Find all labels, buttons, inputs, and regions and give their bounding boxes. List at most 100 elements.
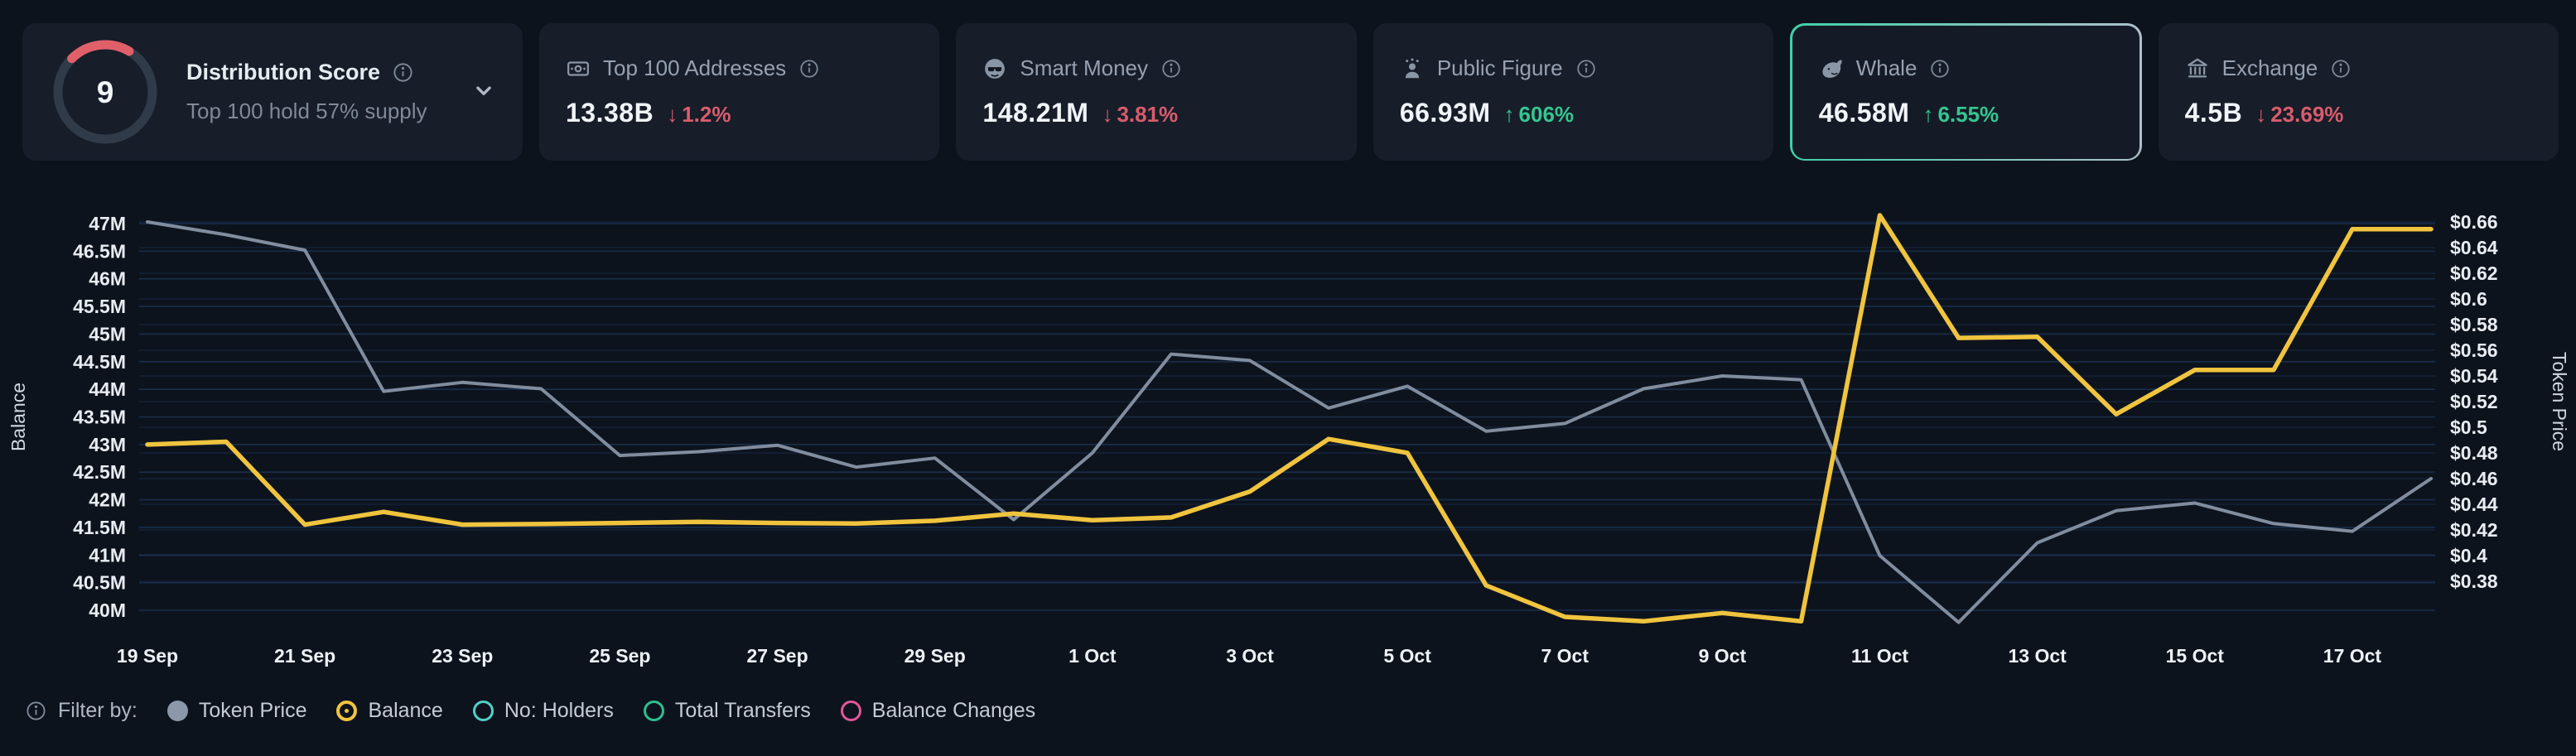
svg-text:47M: 47M [89, 213, 126, 234]
svg-text:1 Oct: 1 Oct [1069, 645, 1117, 667]
whale-icon [1819, 56, 1844, 81]
balance-marker-icon [336, 701, 358, 721]
svg-text:29 Sep: 29 Sep [904, 645, 966, 667]
balance-changes-marker-icon [840, 701, 861, 721]
distribution-score-card[interactable]: 9 Distribution Score Top 100 hold 57% su… [22, 23, 523, 161]
score-gauge-arc [53, 40, 157, 144]
svg-text:46M: 46M [89, 268, 126, 290]
change-arrow-icon: ↑ [1503, 102, 1515, 127]
stat-value: 13.38B [566, 98, 654, 128]
svg-text:$0.48: $0.48 [2450, 442, 2498, 464]
legend-label: Balance [368, 699, 443, 722]
stat-card-smart-money[interactable]: Smart Money 148.21M ↓ 3.81% [956, 23, 1357, 161]
svg-text:11 Oct: 11 Oct [1851, 645, 1908, 667]
info-icon[interactable] [1929, 58, 1951, 79]
score-gauge: 9 [53, 40, 157, 144]
stat-value: 46.58M [1818, 98, 1910, 128]
legend-label: No: Holders [504, 699, 614, 722]
stat-value: 66.93M [1399, 98, 1491, 128]
score-subtitle: Top 100 hold 57% supply [186, 99, 427, 123]
stat-cards-row: 9 Distribution Score Top 100 hold 57% su… [22, 23, 2559, 161]
balance-price-line-chart: $0.66 $0.64 $0.62 $0.6 $0.58 $0.56 $0.54 $0.52 $… [7, 211, 2570, 667]
svg-text:19 Sep: 19 Sep [117, 645, 178, 667]
svg-text:40M: 40M [89, 600, 126, 621]
svg-text:13 Oct: 13 Oct [2009, 645, 2067, 667]
public-figure-icon [1400, 56, 1425, 81]
svg-text:44.5M: 44.5M [73, 351, 126, 373]
stat-title: Public Figure [1436, 55, 1563, 80]
info-icon[interactable] [2330, 58, 2352, 79]
svg-text:7 Oct: 7 Oct [1541, 645, 1589, 667]
svg-text:21 Sep: 21 Sep [274, 645, 335, 667]
stat-card-whale[interactable]: Whale 46.58M ↑ 6.55% [1792, 25, 2140, 159]
banknote-icon [566, 56, 591, 81]
svg-text:$0.58: $0.58 [2450, 314, 2498, 335]
stat-title: Exchange [2221, 55, 2318, 80]
legend-label: Balance Changes [871, 699, 1036, 722]
svg-text:43.5M: 43.5M [73, 406, 126, 427]
svg-text:$0.54: $0.54 [2450, 365, 2498, 387]
info-icon[interactable] [798, 58, 820, 79]
stat-title: Smart Money [1020, 55, 1149, 80]
info-icon[interactable] [25, 700, 47, 722]
filter-bar: Filter by: Token Price Balance No: Holde… [25, 699, 1035, 723]
svg-text:25 Sep: 25 Sep [589, 645, 650, 667]
legend-item-token-price[interactable]: Token Price [166, 699, 306, 723]
token-price-marker-icon [166, 701, 188, 721]
svg-text:46.5M: 46.5M [73, 240, 126, 262]
stat-card-public-figure[interactable]: Public Figure 66.93M ↑ 606% [1372, 23, 1774, 161]
svg-text:9 Oct: 9 Oct [1699, 645, 1747, 667]
svg-text:$0.38: $0.38 [2450, 571, 2498, 592]
svg-text:$0.44: $0.44 [2450, 494, 2498, 515]
stat-card-top-100-addresses[interactable]: Top 100 Addresses 13.38B ↓ 1.2% [539, 23, 940, 161]
change-arrow-icon: ↓ [1102, 102, 1113, 127]
svg-text:Token Price: Token Price [2549, 352, 2570, 451]
svg-text:$0.56: $0.56 [2450, 339, 2498, 361]
svg-text:23 Sep: 23 Sep [432, 645, 493, 667]
svg-text:17 Oct: 17 Oct [2323, 645, 2382, 667]
svg-text:44M: 44M [89, 378, 126, 400]
stat-change: ↑ 6.55% [1922, 102, 2000, 127]
info-icon[interactable] [392, 61, 414, 84]
chevron-down-icon[interactable] [470, 76, 498, 108]
svg-text:43M: 43M [89, 434, 126, 455]
total-transfers-marker-icon [643, 701, 664, 721]
svg-text:$0.62: $0.62 [2450, 262, 2498, 284]
svg-text:45M: 45M [89, 323, 126, 344]
stat-title: Top 100 Addresses [603, 55, 787, 80]
legend-item-balance[interactable]: Balance [336, 699, 443, 723]
svg-text:$0.66: $0.66 [2450, 211, 2498, 233]
legend-item-no-holders[interactable]: No: Holders [472, 699, 614, 723]
legend-label: Total Transfers [674, 699, 811, 722]
svg-text:45.5M: 45.5M [73, 296, 126, 317]
svg-text:3 Oct: 3 Oct [1226, 645, 1274, 667]
svg-text:40.5M: 40.5M [73, 572, 126, 594]
smart-money-icon [982, 56, 1007, 81]
info-icon[interactable] [1575, 58, 1597, 79]
legend-item-balance-changes[interactable]: Balance Changes [840, 699, 1036, 723]
svg-text:42.5M: 42.5M [73, 461, 126, 483]
change-arrow-icon: ↓ [667, 102, 678, 127]
svg-text:Balance: Balance [7, 383, 29, 451]
stat-card-exchange[interactable]: Exchange 4.5B ↓ 23.69% [2158, 23, 2559, 161]
bank-icon [2185, 56, 2210, 81]
svg-text:$0.6: $0.6 [2450, 288, 2487, 310]
svg-text:42M: 42M [89, 489, 126, 511]
info-icon[interactable] [1160, 58, 1182, 79]
stat-value: 4.5B [2184, 98, 2243, 128]
svg-text:$0.4: $0.4 [2450, 545, 2487, 566]
filter-label: Filter by: [25, 699, 137, 723]
score-title: Distribution Score [186, 60, 381, 84]
legend-item-total-transfers[interactable]: Total Transfers [643, 699, 811, 723]
score-text: Distribution Score Top 100 hold 57% supp… [186, 60, 427, 124]
change-arrow-icon: ↓ [2255, 102, 2267, 127]
svg-text:41.5M: 41.5M [73, 517, 126, 538]
stat-change: ↓ 23.69% [2255, 102, 2344, 127]
stat-change: ↓ 1.2% [667, 102, 731, 127]
stat-card-whale-selected-border: Whale 46.58M ↑ 6.55% [1790, 23, 2142, 161]
svg-text:$0.5: $0.5 [2450, 417, 2487, 438]
svg-text:$0.46: $0.46 [2450, 468, 2498, 489]
score-value: 9 [97, 75, 114, 109]
svg-text:27 Sep: 27 Sep [746, 645, 808, 667]
